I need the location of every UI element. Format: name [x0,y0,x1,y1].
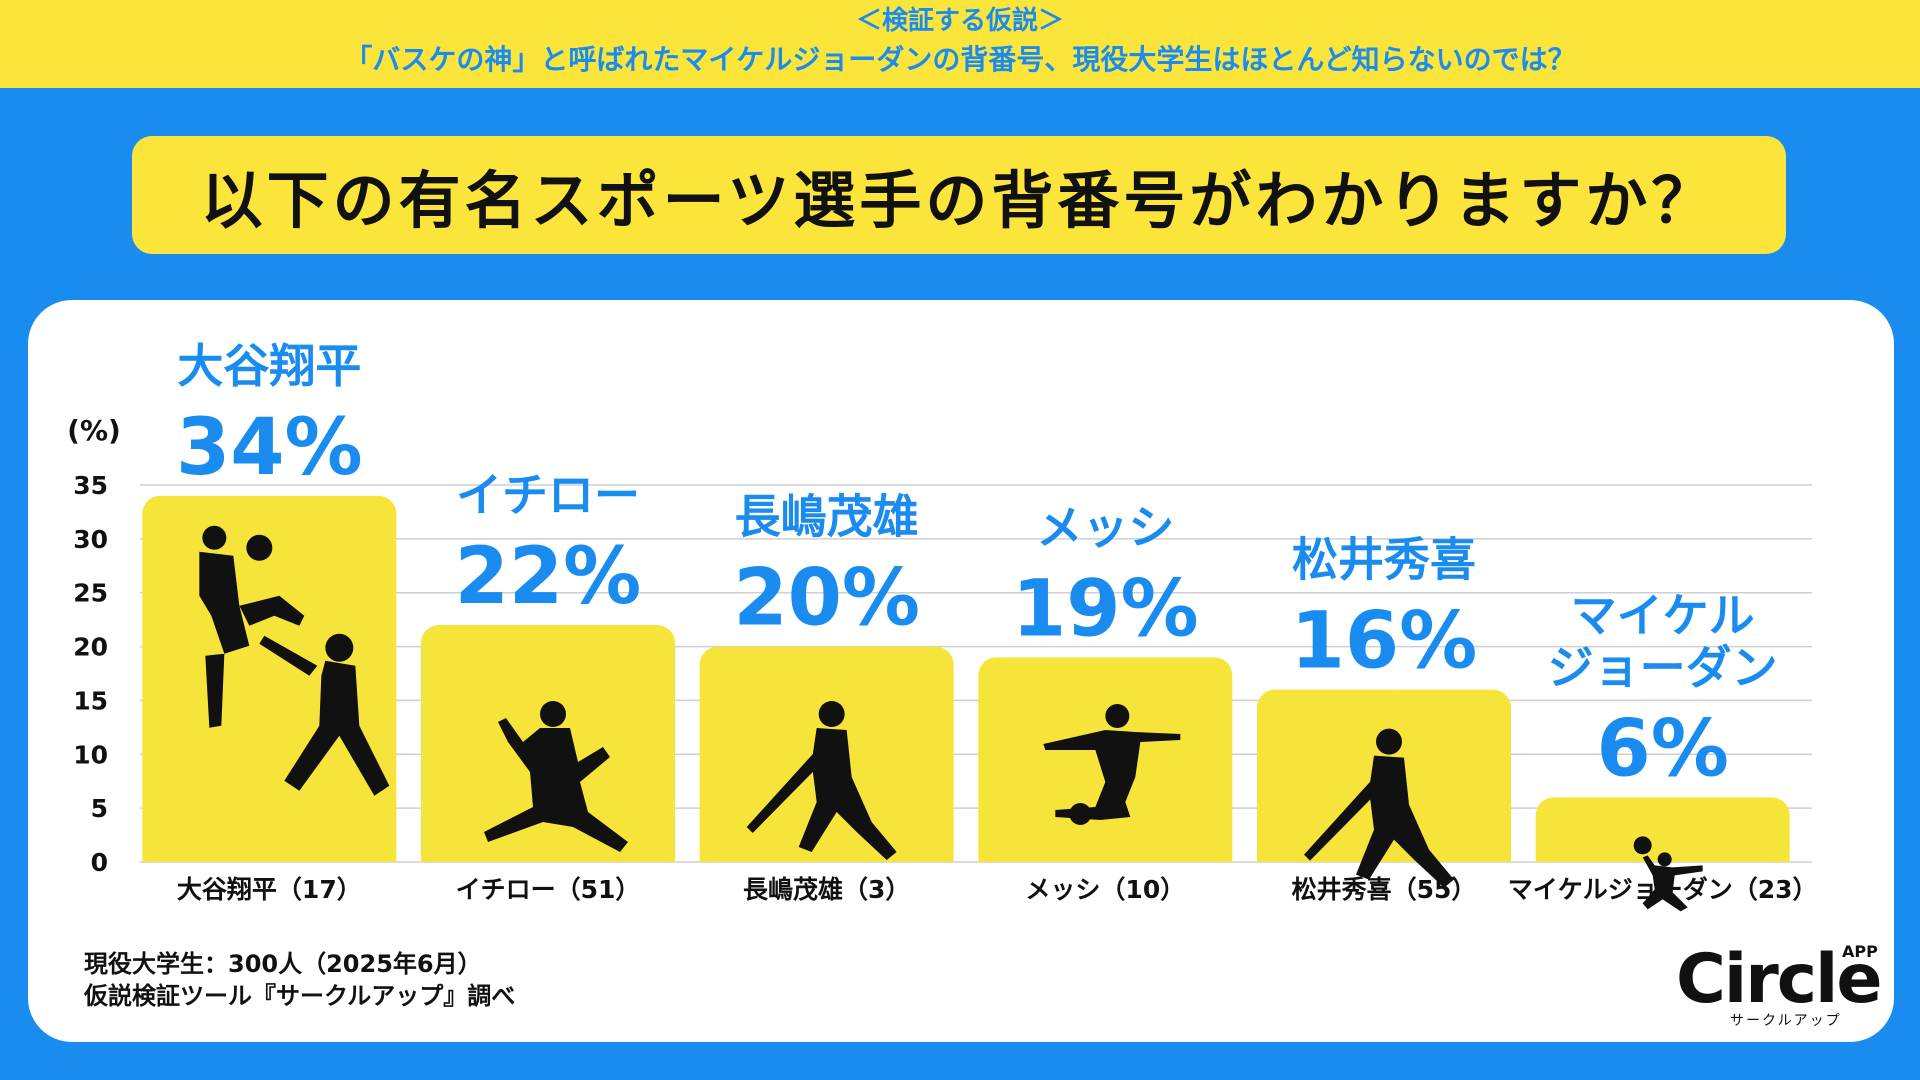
value-label: 16% [1291,597,1478,687]
x-tick-label: イチロー（51） [456,875,641,904]
logo-superscript: APP [1842,942,1878,961]
bar-name-label: 松井秀喜 [1292,533,1476,587]
bar-base [142,842,397,862]
bar-base [1535,842,1790,862]
value-label: 22% [455,532,642,622]
pitcher-icon [484,701,628,852]
soccer-player-icon [1043,704,1181,825]
bar-base [978,842,1233,862]
hypothesis-text: 「バスケの神」と呼ばれたマイケルジョーダンの背番号、現役大学生はほとんど知らない… [344,43,1576,76]
y-tick-label: 25 [73,579,108,608]
y-tick-label: 30 [73,525,108,554]
source-line-1: 現役大学生：300人（2025年6月） [84,950,482,978]
logo-kana: サークルアップ [1730,1013,1842,1029]
basketball-player-icon [1633,836,1703,912]
y-tick-label: 5 [91,794,108,823]
logo-word: Circle [1676,940,1882,1019]
bar-name-label: マイケル [1571,588,1755,642]
bar-base [699,842,954,862]
y-tick-label: 0 [91,848,108,877]
x-tick-label: 長嶋茂雄（3） [743,875,910,904]
value-label: 20% [733,554,920,644]
y-tick-label: 15 [73,686,108,715]
circle-app-logo: Circle APP サークルアップ [1676,940,1882,1030]
source-note: 現役大学生：300人（2025年6月） 仮説検証ツール『サークルアップ』調べ [84,948,515,1012]
value-label: 34% [176,403,363,493]
source-line-2: 仮説検証ツール『サークルアップ』調べ [84,982,516,1010]
batter-icon [746,701,897,860]
batter-icon [1304,728,1454,888]
x-tick-label: メッシ（10） [1025,875,1185,904]
bar-name-label: 大谷翔平 [177,339,361,393]
value-label: 6% [1596,704,1728,794]
x-tick-label: 松井秀喜（55） [1292,875,1477,904]
bar-name-label: 長嶋茂雄 [735,490,919,544]
survey-question: 以下の有名スポーツ選手の背番号がわかりますか？ [132,136,1786,254]
x-tick-label: マイケルジョーダン（23） [1508,875,1818,904]
bar-name-label: ジョーダン [1548,640,1778,694]
hypothesis-heading: ＜検証する仮説＞ [855,6,1064,36]
y-tick-label: 10 [73,740,108,769]
value-label: 19% [1012,564,1199,654]
bar-chart: (%) 0 5 10 15 20 25 30 35 大谷翔平（17） 34% 大谷翔平 イチロー（5… [67,339,1818,912]
hypothesis-banner: ＜検証する仮説＞ 「バスケの神」と呼ばれたマイケルジョーダンの背番号、現役大学生… [0,0,1920,88]
baseball-players-icon [199,525,390,796]
bar-name-label: イチロー [456,468,640,522]
x-tick-label: 大谷翔平（17） [177,875,362,904]
bar-name-label: メッシ [1036,500,1174,554]
y-tick-label: 35 [73,471,108,500]
y-tick-label: 20 [73,633,108,662]
y-axis-unit: (%) [67,414,121,447]
chart-panel: (%) 0 5 10 15 20 25 30 35 大谷翔平（17） 34% 大谷翔平 イチロー（5… [28,300,1894,1042]
bar-base [421,842,675,862]
